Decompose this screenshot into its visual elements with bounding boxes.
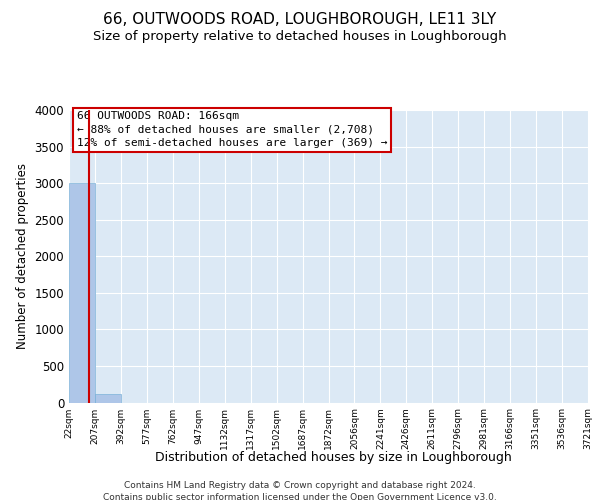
Text: Distribution of detached houses by size in Loughborough: Distribution of detached houses by size …	[155, 451, 511, 464]
Y-axis label: Number of detached properties: Number of detached properties	[16, 163, 29, 349]
Text: Size of property relative to detached houses in Loughborough: Size of property relative to detached ho…	[93, 30, 507, 43]
Bar	[95, 394, 121, 402]
Text: Contains HM Land Registry data © Crown copyright and database right 2024.
Contai: Contains HM Land Registry data © Crown c…	[103, 481, 497, 500]
Text: 66 OUTWOODS ROAD: 166sqm
← 88% of detached houses are smaller (2,708)
12% of sem: 66 OUTWOODS ROAD: 166sqm ← 88% of detach…	[77, 112, 387, 148]
Text: 66, OUTWOODS ROAD, LOUGHBOROUGH, LE11 3LY: 66, OUTWOODS ROAD, LOUGHBOROUGH, LE11 3L…	[103, 12, 497, 28]
Bar	[69, 183, 95, 402]
